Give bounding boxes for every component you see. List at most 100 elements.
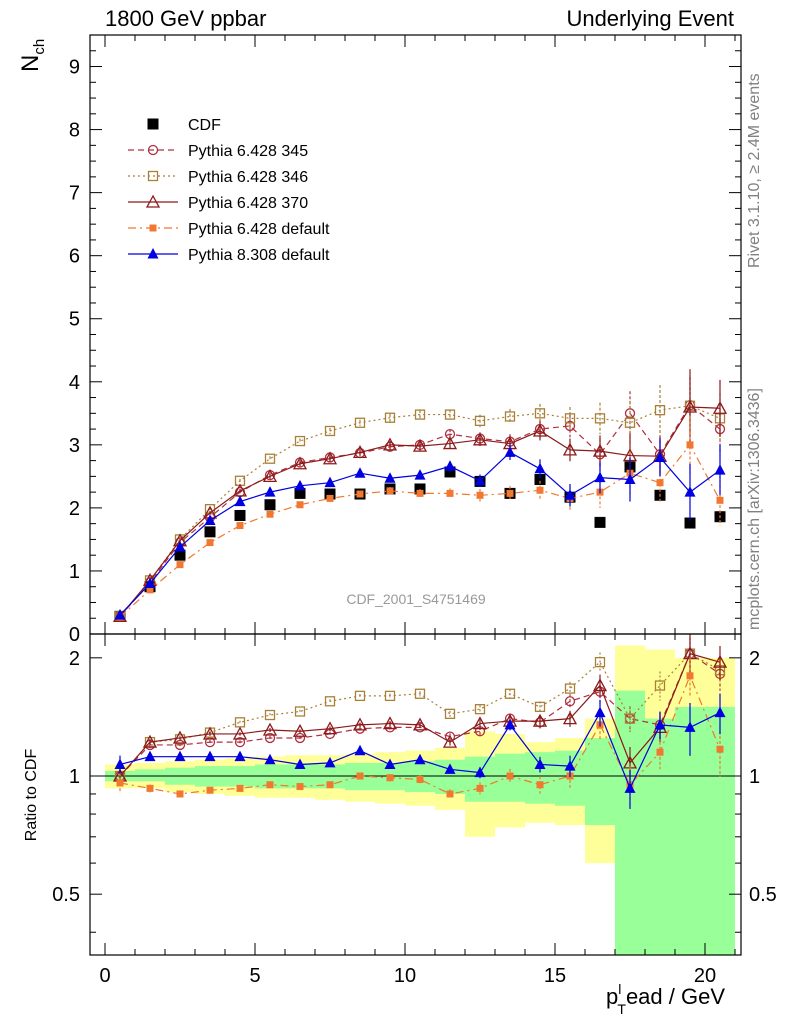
main-y-tick-label: 0 [69,624,80,646]
ratio-point-pythia-6-428-345 [294,732,306,744]
main-point-cdf [234,509,246,521]
ratio-point-pythia-8-308-default [204,750,216,762]
ratio-point-pythia-6-428-default [716,745,724,753]
main-point-pythia-6-428-346 [324,425,336,437]
legend-label-cdf: CDF [188,117,221,134]
main-point-pythia-8-308-default [624,473,636,485]
ratio-point-pythia-6-428-default [476,784,484,792]
main-point-pythia-6-428-370 [382,437,398,451]
ratio-point-pythia-6-428-345 [564,696,576,707]
ratio-point-pythia-6-428-370 [352,717,368,731]
ratio-point-pythia-8-308-default [594,706,606,718]
ratio-point-pythia-6-428-370 [172,730,188,744]
main-point-pythia-6-428-370 [352,445,368,459]
ratio-point-pythia-8-308-default [144,750,156,762]
main-series-pythia-8-308-default [114,438,726,620]
ratio-y-axis-label: Ratio to CDF [23,749,40,842]
main-point-pythia-6-428-346 [264,453,276,464]
x-tick-label: 0 [99,965,110,987]
legend-label-pythia-8-308-default: Pythia 8.308 default [188,247,330,264]
legend: CDF Pythia 6.428 345 Pythia 6.428 346 Pythi… [128,117,330,264]
main-point-pythia-8-308-default [324,476,336,488]
ratio-point-pythia-6-428-default [206,786,214,794]
main-y-tick-label: 3 [69,435,80,457]
ratio-plot-frame [89,633,742,956]
ratio-point-pythia-6-428-370 [712,654,728,668]
main-y-tick-label: 8 [69,120,80,142]
ratio-y-tick-label-left: 0.5 [52,884,80,906]
main-point-pythia-8-308-default [444,460,456,471]
x-axis-label: pl Tead / GeV [606,981,725,1017]
x-tick-label: 15 [544,965,566,987]
ratio-line-pythia-6-428-default [119,674,721,795]
ratio-point-pythia-8-308-default [474,766,486,778]
main-point-pythia-6-428-346 [654,405,666,416]
main-point-pythia-6-428-346 [534,408,546,419]
main-point-pythia-8-308-default [144,577,156,589]
ratio-y-tick-label-left: 2 [69,648,80,670]
main-point-pythia-8-308-default [204,514,216,526]
ratio-point-pythia-6-428-370 [472,716,488,730]
inner-uncertainty-band-bin [465,756,495,802]
ratio-point-pythia-6-428-346 [564,683,576,694]
ratio-line-pythia-6-428-346 [119,652,721,777]
ratio-point-pythia-6-428-346 [294,706,306,717]
main-point-pythia-8-308-default [384,472,396,483]
main-point-pythia-6-428-346 [594,413,606,424]
main-y-axis-label: Nch [17,39,48,72]
main-y-axis-label-sub: ch [31,39,48,55]
main-point-cdf [294,487,306,499]
legend-marker-pythia-6-428-default [149,224,157,232]
ratio-point-pythia-6-428-default [296,783,304,791]
ratio-y-axis: 0.5 0.5 1 1 2 2 [52,648,777,933]
ratio-point-pythia-6-428-370 [442,734,458,748]
main-point-pythia-6-428-default [296,501,304,509]
ratio-point-pythia-6-428-346 [624,713,636,724]
ratio-point-pythia-8-308-default [174,750,186,762]
main-y-tick-label: 9 [69,57,80,79]
ratio-point-pythia-6-428-370 [202,726,218,740]
ratio-point-pythia-6-428-default [326,781,334,789]
main-y-tick-label: 7 [69,183,80,205]
ratio-point-pythia-6-428-default [146,784,154,792]
main-point-pythia-8-308-default [354,467,366,478]
ratio-point-pythia-6-428-346 [414,688,426,699]
main-point-pythia-6-428-370 [712,400,728,414]
ratio-point-pythia-8-308-default [684,721,696,732]
main-point-pythia-8-308-default [264,486,276,497]
main-point-pythia-6-428-default [326,494,334,502]
main-point-pythia-6-428-346 [384,412,396,423]
main-y-axis-label-main: N [17,55,44,72]
ratio-point-pythia-6-428-346 [504,688,516,699]
main-point-pythia-6-428-default [716,496,724,504]
main-point-pythia-6-428-345 [564,420,576,432]
main-point-pythia-6-428-default [476,491,484,499]
ratio-point-pythia-8-308-default [294,758,306,769]
ratio-point-pythia-6-428-370 [142,734,158,748]
ratio-point-pythia-6-428-370 [532,713,548,727]
main-point-pythia-6-428-default [176,561,184,569]
main-point-pythia-6-428-346 [474,415,486,427]
ratio-series-pythia-6-428-default [116,657,724,805]
inner-uncertainty-band-bin [615,690,645,955]
ratio-point-pythia-6-428-370 [562,711,578,725]
x-axis-label-sub: T [617,1001,626,1017]
header-right-title: Underlying Event [566,6,734,31]
main-line-pythia-6-428-346 [119,405,721,617]
ratio-point-pythia-6-428-346 [354,690,366,702]
ratio-point-pythia-6-428-default [416,775,424,783]
ratio-point-pythia-6-428-370 [232,726,248,740]
main-point-pythia-8-308-default [654,451,666,462]
ratio-series-pythia-8-308-default [114,693,726,809]
main-point-pythia-6-428-370 [532,423,548,437]
ratio-point-pythia-8-308-default [654,718,666,730]
ratio-point-pythia-6-428-346 [324,696,336,707]
ratio-point-pythia-8-308-default [114,758,126,769]
main-point-pythia-6-428-346 [294,435,306,447]
legend-marker-pythia-6-428-345 [147,144,159,156]
main-series-pythia-6-428-346 [114,377,726,622]
main-point-pythia-8-308-default [684,486,696,497]
legend-marker-pythia-6-428-370 [145,194,161,208]
main-point-pythia-6-428-346 [354,417,366,428]
ratio-point-pythia-8-308-default [714,706,726,718]
